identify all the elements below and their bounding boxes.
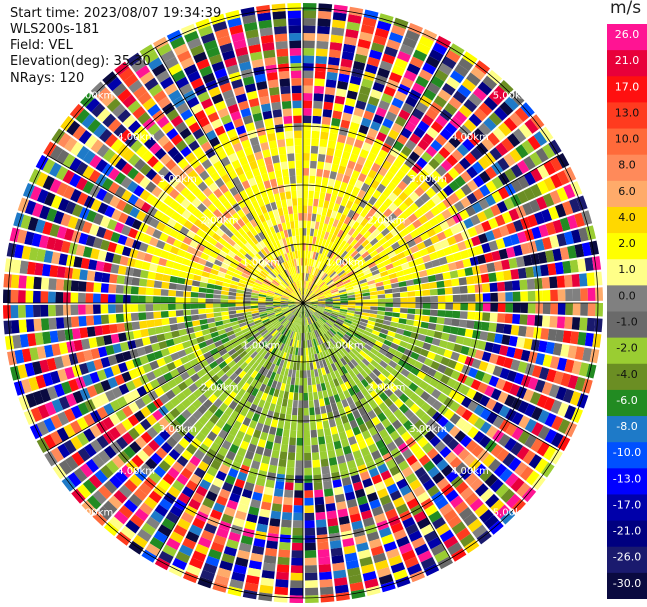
colorbar-segment [607, 546, 647, 574]
azimuth-spoke [302, 155, 559, 304]
colorbar: 26.0 21.0 17.0 13.0 10.0 8.0 6.0 4.0 2.0 1.0 0.0 -1… [607, 24, 647, 599]
colorbar-tick-label: 4.0 [618, 211, 636, 224]
range-ring-label: 1.00km [326, 257, 364, 268]
colorbar-segment [607, 337, 647, 365]
colorbar-segment [607, 442, 647, 469]
colorbar-segment [607, 128, 647, 156]
colorbar-tick-label: -21.0 [613, 525, 641, 538]
range-ring-label: 1.00km [326, 341, 364, 352]
colorbar-segment [607, 154, 647, 182]
elevation-label: Elevation(deg): 35.30 [10, 54, 151, 69]
azimuth-spoke [47, 155, 304, 304]
range-ring-label: 4.00km [451, 466, 489, 477]
colorbar-tick-label: 10.0 [615, 133, 640, 146]
range-ring-label: 1.00km [242, 341, 280, 352]
colorbar-segment [607, 416, 647, 443]
colorbar-tick-label: -10.0 [613, 446, 641, 459]
colorbar-segment [607, 468, 647, 495]
range-ring-label: 5.00km [493, 90, 531, 101]
range-ring-label: 5.00km [75, 90, 113, 101]
azimuth-spoke [47, 302, 304, 451]
range-ring-label: 3.00km [159, 424, 197, 435]
colorbar-segment [607, 233, 647, 260]
azimuth-spoke [302, 47, 451, 304]
colorbar-tick-label: -1.0 [616, 316, 637, 329]
colorbar-tick-label: -30.0 [613, 577, 641, 590]
range-ring [125, 125, 481, 481]
range-ring [243, 243, 363, 363]
colorbar-segment [607, 520, 647, 548]
colorbar-tick-label: -13.0 [613, 472, 641, 485]
range-ring [66, 66, 540, 540]
instrument-label: WLS200s-181 [10, 22, 100, 37]
colorbar-tick-label: -17.0 [613, 498, 641, 511]
range-ring-label: 1.00km [242, 257, 280, 268]
range-ring-label: 2.00km [201, 216, 239, 227]
colorbar-segment [607, 180, 647, 208]
colorbar-tick-label: 21.0 [615, 54, 640, 67]
colorbar-unit: m/s [610, 0, 642, 18]
colorbar-tick-label: 1.0 [618, 263, 636, 276]
azimuth-spoke [155, 302, 304, 559]
azimuth-spoke [302, 302, 451, 559]
colorbar-segment [607, 259, 647, 286]
colorbar-segment [607, 285, 647, 312]
field-label: Field: VEL [10, 38, 73, 53]
range-ring-label: 5.00km [493, 508, 531, 519]
range-ring-label: 5.00km [75, 508, 113, 519]
range-grid: 1.00km 1.00km 1.00km 1.00km 2.00km 2.00km 2.00… [7, 7, 599, 599]
colorbar-tick-label: 17.0 [615, 80, 640, 93]
colorbar-segment [607, 363, 647, 391]
range-ring-label: 2.00km [368, 382, 406, 393]
colorbar-tick-label: -2.0 [616, 342, 637, 355]
colorbar-tick-label: -26.0 [613, 551, 641, 564]
range-ring-label: 2.00km [368, 216, 406, 227]
range-ring-label: 3.00km [159, 174, 197, 185]
range-ring [7, 7, 599, 599]
colorbar-segment [607, 572, 647, 599]
range-ring [184, 184, 422, 422]
colorbar-tick-label: -4.0 [616, 368, 637, 381]
colorbar-segment [607, 102, 647, 130]
colorbar-tick-label: 13.0 [615, 106, 640, 119]
colorbar-tick-label: -8.0 [616, 420, 637, 433]
colorbar-tick-label: 8.0 [618, 159, 636, 172]
range-ring-label: 2.00km [201, 382, 239, 393]
colorbar-segment [607, 24, 647, 51]
nrays-label: NRays: 120 [10, 71, 85, 86]
range-ring-label: 3.00km [409, 174, 447, 185]
colorbar-segment [607, 76, 647, 103]
colorbar-segment [607, 206, 647, 234]
colorbar-segment [607, 494, 647, 522]
colorbar-segment [607, 311, 647, 339]
range-ring-label: 4.00km [451, 132, 489, 143]
colorbar-segment [607, 50, 647, 77]
colorbar-tick-label: -6.0 [616, 394, 637, 407]
colorbar-tick-label: 26.0 [615, 28, 640, 41]
colorbar-tick-label: 0.0 [618, 289, 636, 302]
range-ring-label: 4.00km [117, 466, 155, 477]
range-ring-label: 4.00km [117, 132, 155, 143]
colorbar-tick-label: 2.0 [618, 237, 636, 250]
start-time-label: Start time: 2023/08/07 19:34:39 [10, 6, 222, 21]
colorbar-tick-label: 6.0 [618, 185, 636, 198]
range-ring-label: 3.00km [409, 424, 447, 435]
azimuth-spoke [155, 47, 304, 304]
azimuth-spoke [302, 302, 559, 451]
colorbar-segment [607, 389, 647, 417]
